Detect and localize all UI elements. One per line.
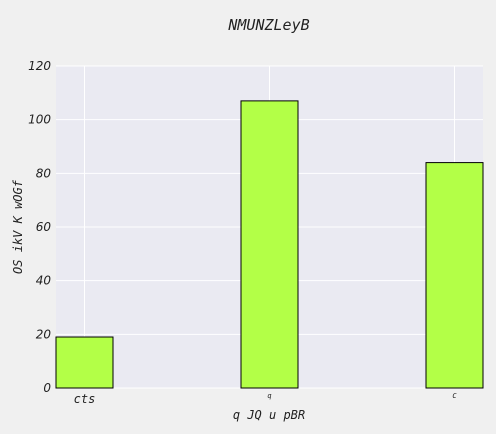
y-tick-label-0: 0 xyxy=(43,381,51,395)
x-tick-label-0: cts xyxy=(74,392,96,406)
y-tick-label-1: 20 xyxy=(36,327,52,341)
x-tick-labels: cts q C xyxy=(74,392,458,406)
y-axis-label: OS ikV K wOGf xyxy=(11,179,25,274)
y-tick-label-4: 80 xyxy=(36,166,52,180)
bars xyxy=(55,100,484,389)
y-tick-label-5: 100 xyxy=(28,113,51,127)
y-tick-labels: 0 20 40 60 80 100 120 xyxy=(28,59,51,395)
x-tick-label-1: q xyxy=(267,392,271,400)
y-tick-label-2: 40 xyxy=(36,274,52,288)
y-tick-label-6: 120 xyxy=(28,59,51,73)
x-axis-label: q JQ u pBR xyxy=(233,408,305,422)
bar-0 xyxy=(55,336,114,389)
y-tick-label-3: 60 xyxy=(36,220,52,234)
x-tick-label-2: C xyxy=(452,392,457,400)
chart-title: NMUNZLeyB xyxy=(227,16,309,34)
bar-2 xyxy=(425,162,484,389)
bar-1 xyxy=(240,100,299,389)
